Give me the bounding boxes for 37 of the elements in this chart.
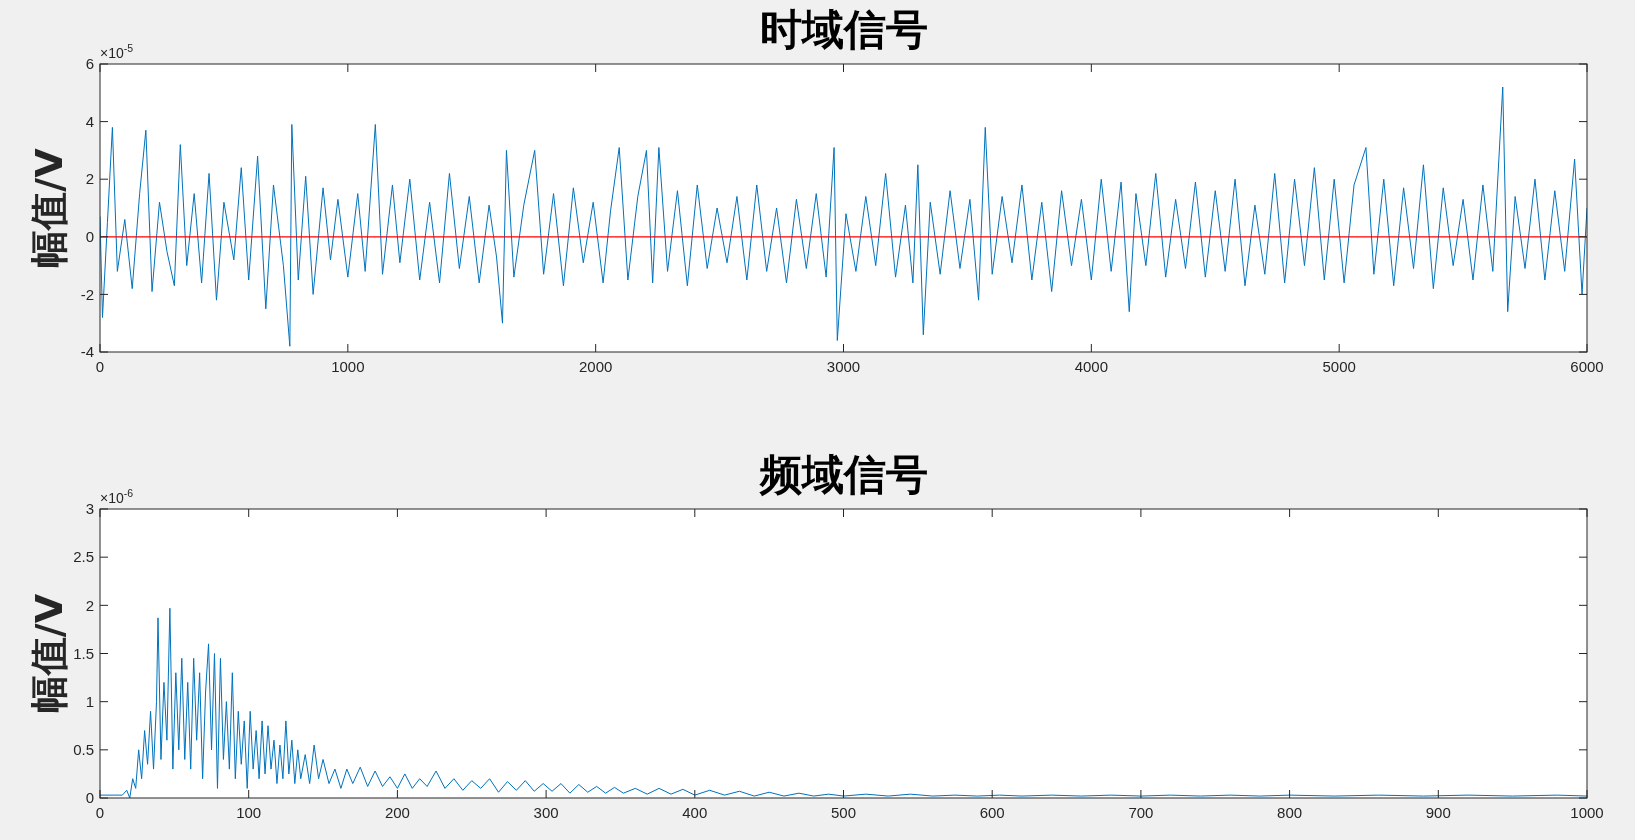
x-tick-label: 800 <box>1277 804 1303 821</box>
y-tick-label: 2.5 <box>73 548 94 566</box>
x-tick-label: 100 <box>236 804 262 821</box>
x-tick-label: 200 <box>384 804 410 821</box>
x-tick-label: 4000 <box>1074 358 1109 375</box>
x-tick-label: 1000 <box>331 358 365 375</box>
y-tick-label: 1.5 <box>73 644 94 662</box>
y-tick-label: 2 <box>85 596 94 614</box>
y-tick-label: -2 <box>80 285 94 303</box>
y-tick-label: 1 <box>85 692 94 710</box>
chart-title: 时域信号 <box>759 5 928 54</box>
x-tick-label: 5000 <box>1322 358 1356 375</box>
x-tick-label: 500 <box>830 804 857 821</box>
y-axis-title: 幅值/V <box>27 147 71 268</box>
y-tick-label: 2 <box>85 170 94 188</box>
text: ×10$^{-6}$ <box>100 487 134 506</box>
x-tick-label: 3000 <box>826 358 861 375</box>
x-tick-label: 6000 <box>1570 358 1604 375</box>
y-tick-label: 4 <box>85 112 94 130</box>
y-tick-label: 6 <box>85 55 94 73</box>
x-tick-label: 1000 <box>1570 804 1604 821</box>
x-tick-label: 400 <box>682 804 708 821</box>
y-tick-label: 0.5 <box>73 741 94 759</box>
chart-title: 频域信号 <box>758 450 928 499</box>
y-axis-title: 幅值/V <box>27 593 71 714</box>
x-tick-label: 2000 <box>578 358 613 375</box>
y-tick-label: 0 <box>85 789 94 807</box>
text: ×10$^{-5}$ <box>100 42 134 61</box>
x-tick-label: 900 <box>1425 804 1451 821</box>
line-series <box>100 607 1587 799</box>
y-tick-label: 0 <box>85 228 94 246</box>
line-series <box>100 86 1587 347</box>
x-tick-label: 300 <box>533 804 559 821</box>
y-tick-label: 3 <box>85 500 94 518</box>
x-tick-label: 600 <box>979 804 1005 821</box>
x-tick-label: 700 <box>1128 804 1154 821</box>
y-tick-label: -4 <box>80 343 94 361</box>
